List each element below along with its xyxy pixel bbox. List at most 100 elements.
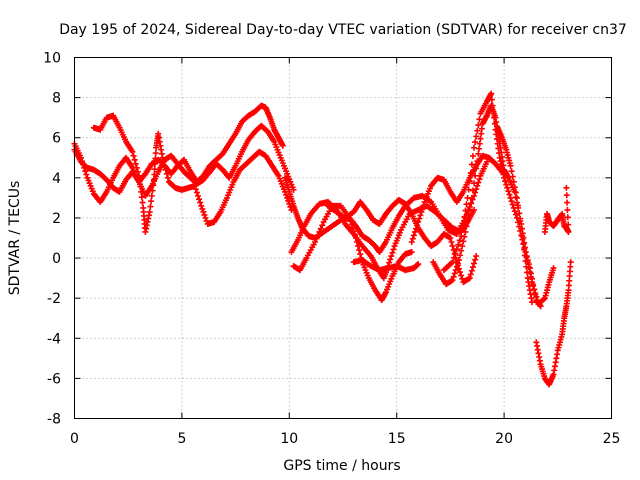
data-point — [515, 202, 522, 209]
data-point — [146, 208, 153, 215]
data-point — [465, 186, 472, 193]
data-point — [471, 260, 478, 267]
data-point — [506, 191, 513, 198]
data-point — [472, 139, 479, 146]
data-point — [523, 263, 530, 270]
data-point — [467, 169, 474, 176]
data-point — [564, 214, 571, 221]
data-point — [527, 270, 534, 277]
data-point — [564, 206, 571, 213]
data-point — [466, 206, 473, 213]
data-point — [511, 184, 518, 191]
data-point — [521, 246, 528, 253]
data-point — [129, 148, 136, 155]
data-point — [464, 194, 471, 201]
data-point — [473, 253, 480, 260]
data-point — [564, 199, 571, 206]
data-point — [490, 108, 497, 115]
data-point — [408, 239, 415, 246]
data-point — [459, 226, 466, 233]
data-point — [476, 140, 483, 147]
data-point — [509, 201, 516, 208]
data-point — [488, 90, 495, 97]
data-point — [287, 203, 294, 210]
data-point — [471, 180, 478, 187]
data-point — [191, 182, 198, 189]
data-point — [472, 256, 479, 263]
data-point — [409, 235, 416, 242]
axes: 0 5 10 15 20 25 -8 -6 -4 -2 0 2 4 6 8 10 — [43, 51, 620, 448]
data-point — [348, 221, 355, 228]
data-point — [475, 150, 482, 157]
data-point — [450, 247, 457, 254]
data-point — [475, 122, 482, 129]
data-point — [468, 267, 475, 274]
data-point — [465, 211, 472, 218]
data-point — [319, 222, 326, 229]
data-point — [453, 263, 460, 270]
x-tick-label: 10 — [280, 431, 298, 447]
data-point — [388, 253, 395, 260]
data-point — [353, 239, 360, 246]
data-point — [355, 243, 362, 250]
data-points — [71, 90, 574, 388]
data-point — [351, 231, 358, 238]
data-point — [508, 198, 515, 205]
y-tick-label: -8 — [47, 412, 61, 428]
data-point — [478, 130, 485, 137]
data-point — [160, 158, 167, 165]
data-point — [413, 225, 420, 232]
y-tick-label: 2 — [52, 211, 61, 227]
data-point — [148, 198, 155, 205]
data-point — [517, 217, 524, 224]
data-point — [563, 192, 570, 199]
data-point — [417, 212, 424, 219]
data-point — [511, 208, 518, 215]
data-point — [473, 186, 480, 193]
data-point — [455, 257, 462, 264]
x-tick-label: 0 — [70, 431, 79, 447]
data-point — [463, 201, 470, 208]
data-point — [148, 192, 155, 199]
data-point — [457, 252, 464, 259]
series-satellite-track-j — [430, 102, 557, 308]
data-point — [389, 249, 396, 256]
data-point — [489, 102, 496, 109]
data-point — [476, 145, 483, 152]
data-point — [459, 243, 466, 250]
x-tick-label: 25 — [603, 431, 621, 447]
data-point — [130, 152, 137, 159]
y-tick-label: -4 — [47, 331, 61, 347]
data-point — [152, 160, 159, 167]
data-point — [469, 187, 476, 194]
data-point — [196, 196, 203, 203]
data-point — [509, 173, 516, 180]
data-point — [474, 182, 481, 189]
data-point — [131, 156, 138, 163]
data-point — [476, 176, 483, 183]
data-point — [451, 270, 458, 277]
data-point — [449, 243, 456, 250]
data-point — [460, 220, 467, 227]
data-point — [460, 238, 467, 245]
data-point — [415, 218, 422, 225]
data-point — [313, 235, 320, 242]
data-point — [448, 239, 455, 246]
data-point — [132, 160, 139, 167]
data-point — [473, 133, 480, 140]
data-point — [82, 168, 89, 175]
data-point — [469, 153, 476, 160]
data-point — [202, 214, 209, 221]
data-point — [463, 223, 470, 230]
data-point — [193, 189, 200, 196]
data-point — [164, 174, 171, 181]
data-point — [133, 164, 140, 171]
data-point — [411, 228, 418, 235]
data-point — [476, 116, 483, 123]
data-point — [162, 166, 169, 173]
data-point — [201, 211, 208, 218]
data-point — [419, 205, 426, 212]
data-point — [134, 168, 141, 175]
data-point — [565, 221, 572, 228]
data-point — [452, 250, 459, 257]
